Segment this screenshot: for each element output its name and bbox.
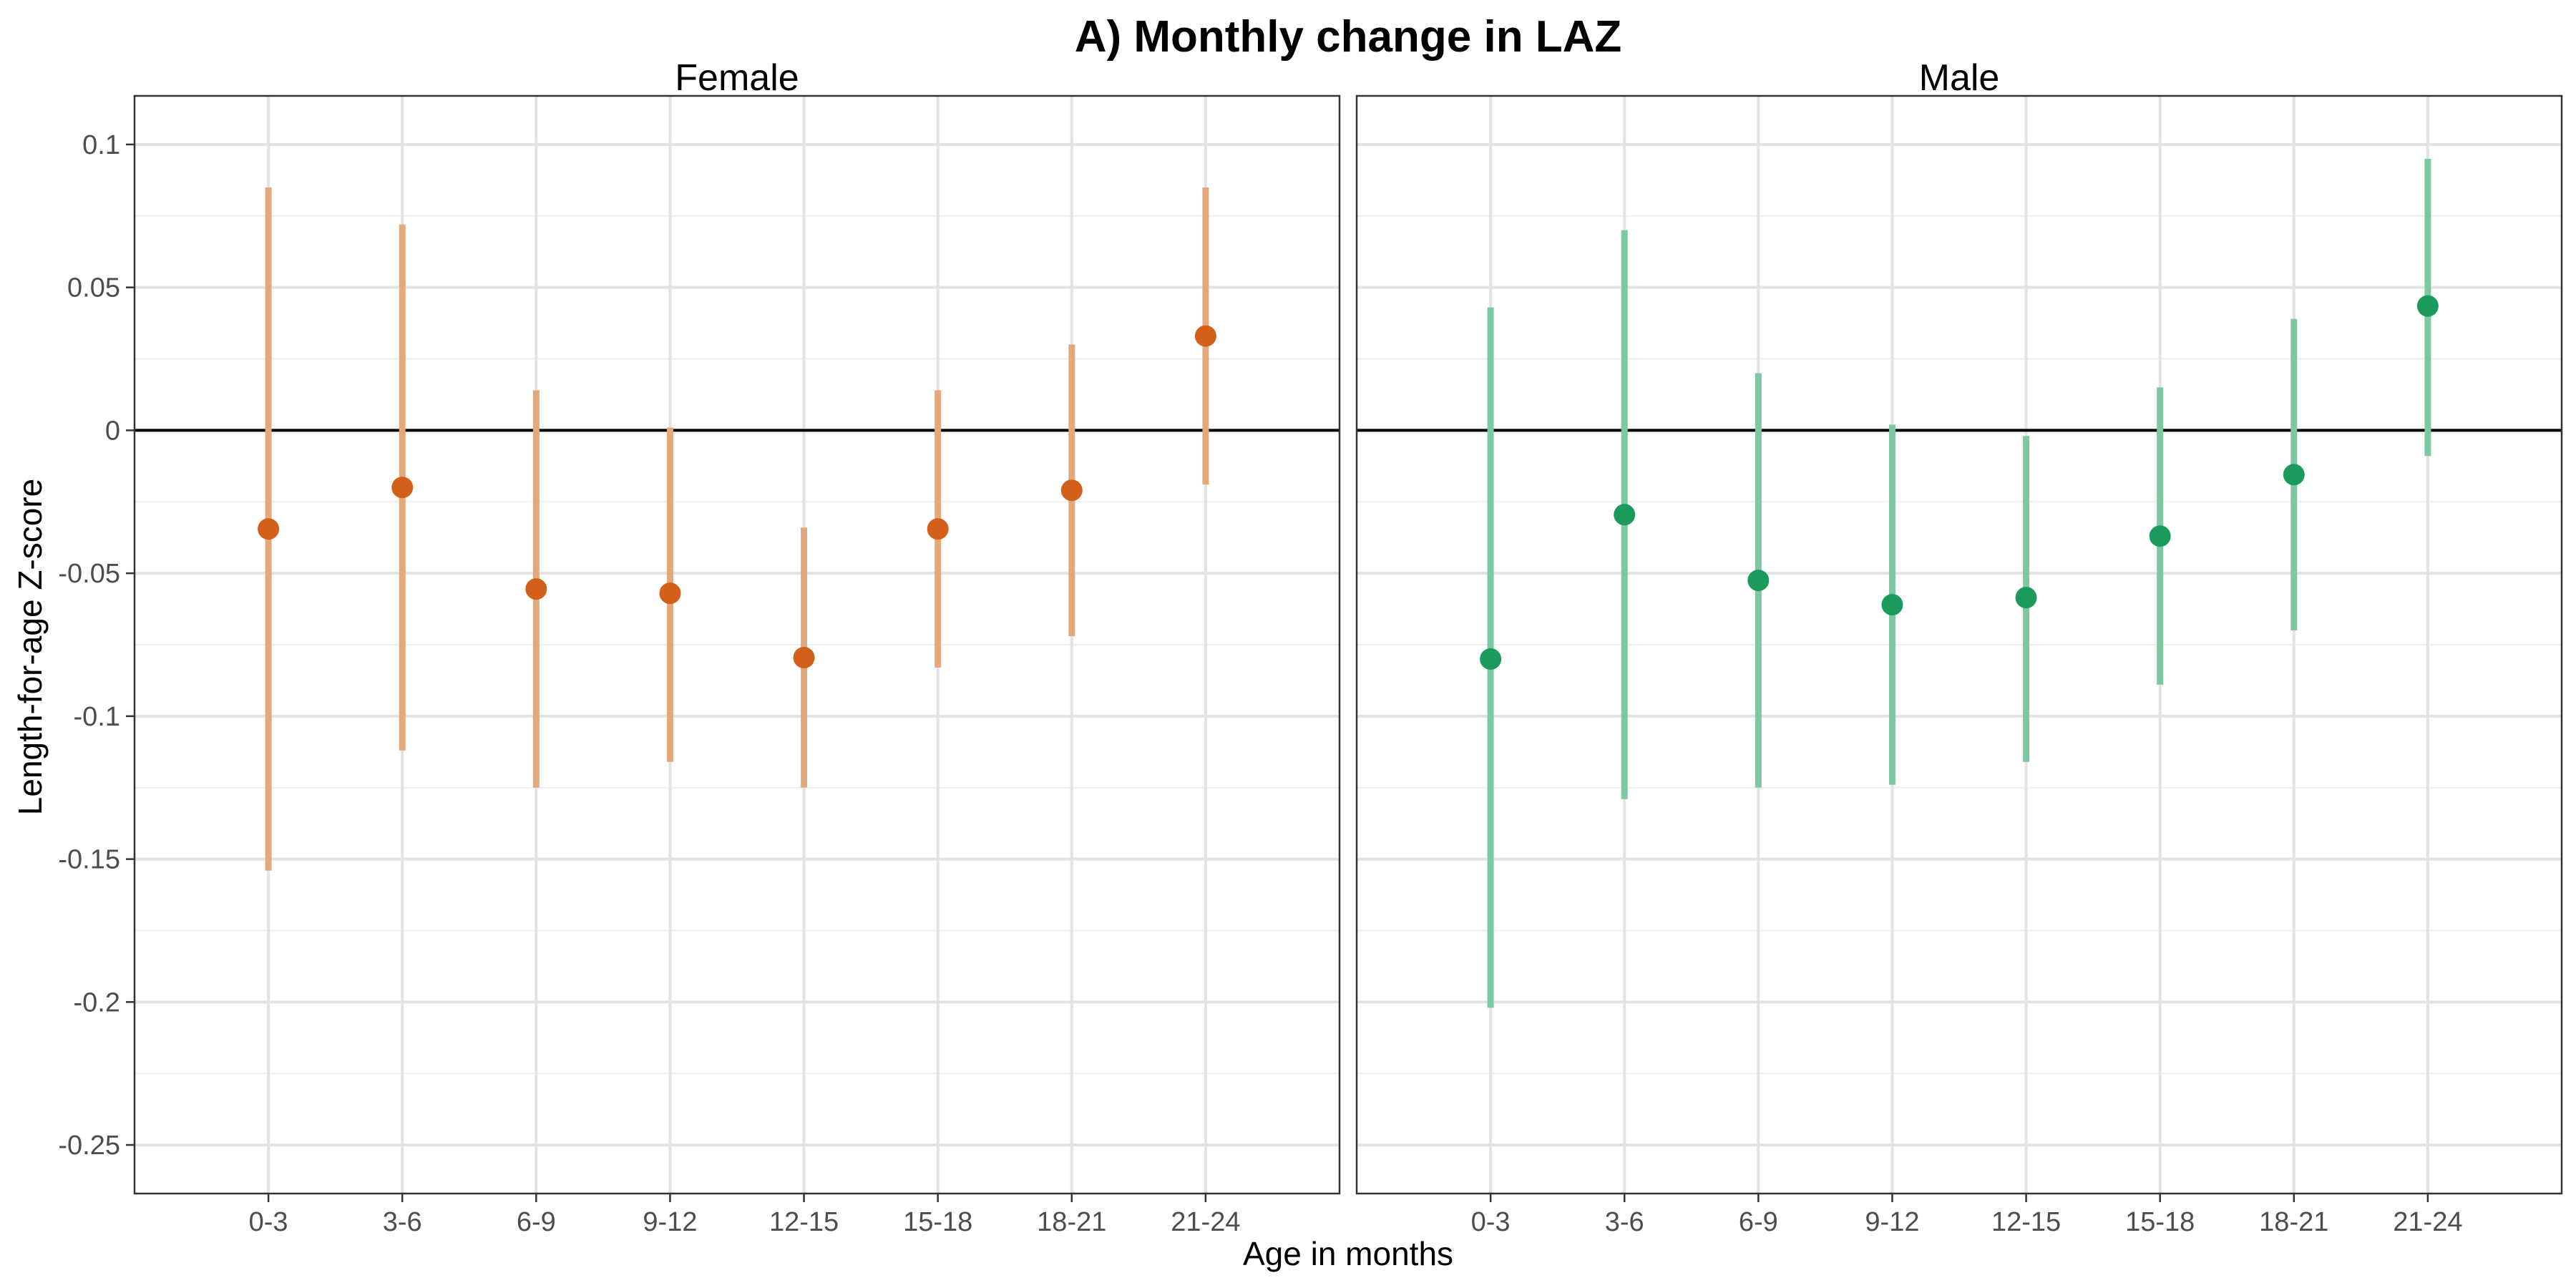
x-tick-label: 0-3 [249,1207,288,1237]
data-point-male-3-6 [1614,504,1636,526]
panel-female: Female 0-3 3-6 6-9 9-12 12-15 15-18 18-21 21-24 0… [58,57,1341,1237]
chart-panels: Female 0-3 3-6 6-9 9-12 12-15 15-18 18-21 21-24 0… [58,57,2563,1237]
data-point-male-15-18 [2149,525,2171,547]
x-tick-label: 9-12 [643,1207,697,1237]
y-tick-label: -0.25 [58,1131,120,1161]
panel-border-male [1355,94,2563,1195]
data-point-female-18-21 [1060,479,1083,502]
x-tick-label: 6-9 [517,1207,556,1237]
panel-label-male: Male [1919,57,2000,99]
data-point-male-6-9 [1747,570,1770,592]
y-tick-label: 0.05 [67,273,120,303]
y-tick-label: -0.05 [58,559,120,589]
y-tick-label: -0.1 [74,702,120,732]
data-point-male-21-24 [2416,295,2439,317]
x-tick-label: 3-6 [383,1207,422,1237]
x-tick-label: 12-15 [769,1207,839,1237]
x-tick-label: 18-21 [2259,1207,2328,1237]
data-point-female-6-9 [525,578,547,600]
panel-label-female: Female [675,57,799,99]
data-point-male-12-15 [2015,587,2037,609]
data-point-male-9-12 [1881,594,1903,616]
data-point-female-9-12 [659,582,681,605]
y-tick-label: 0.1 [82,130,120,160]
x-tick-label: 15-18 [2125,1207,2195,1237]
y-tick-label: -0.15 [58,845,120,875]
x-tick-label: 3-6 [1605,1207,1644,1237]
x-tick-label: 18-21 [1037,1207,1106,1237]
data-point-male-0-3 [1480,648,1502,670]
panel-border-female [133,94,1341,1195]
data-point-female-3-6 [391,477,414,499]
panel-male: Male 0-3 3-6 6-9 9-12 12-15 15-18 18-21 21-24 [1355,57,2563,1237]
x-tick-label: 21-24 [1171,1207,1240,1237]
y-tick-label: 0 [105,416,120,446]
y-axis-title: Length-for-age Z-score [11,479,49,815]
y-tick-label: -0.2 [74,987,120,1018]
x-tick-label: 12-15 [1991,1207,2061,1237]
data-point-male-18-21 [2283,464,2305,486]
data-point-female-12-15 [793,646,815,668]
x-tick-label: 6-9 [1739,1207,1778,1237]
data-point-female-15-18 [927,518,949,540]
data-point-female-0-3 [258,518,280,540]
x-tick-label: 9-12 [1865,1207,1919,1237]
x-tick-label: 21-24 [2393,1207,2462,1237]
x-tick-label: 0-3 [1471,1207,1511,1237]
x-axis-title: Age in months [1243,1235,1453,1272]
data-point-female-21-24 [1194,325,1216,347]
x-tick-label: 15-18 [903,1207,972,1237]
chart-title: A) Monthly change in LAZ [1075,12,1622,62]
